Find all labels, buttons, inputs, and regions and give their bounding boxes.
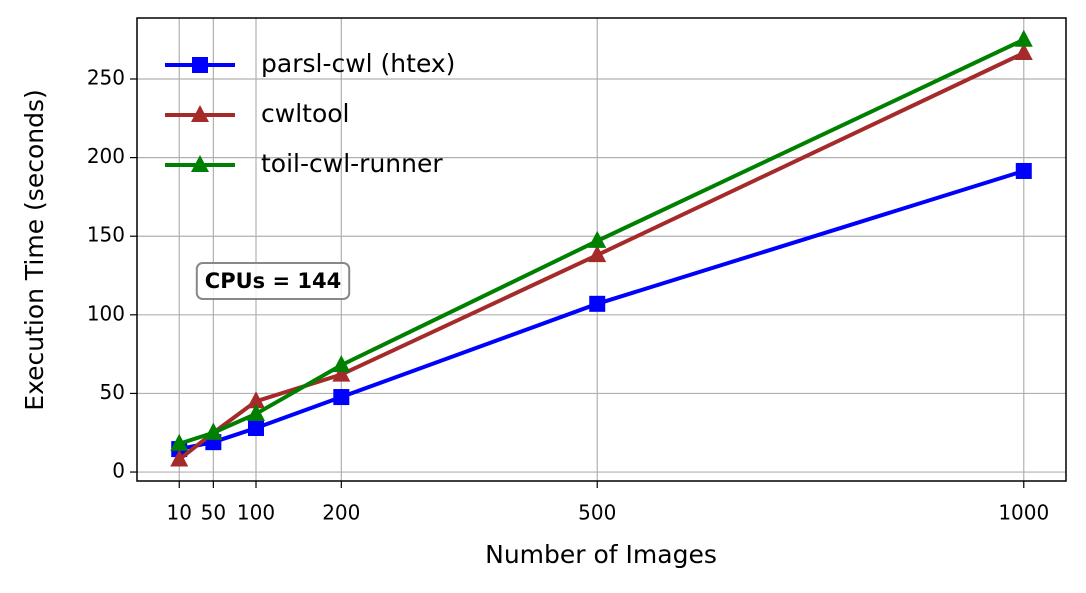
x-tick-label: 200 — [322, 501, 360, 525]
legend-label: toil-cwl-runner — [261, 149, 443, 178]
legend-marker — [191, 155, 209, 172]
y-tick-label: 100 — [87, 301, 125, 325]
x-tick-label: 10 — [167, 501, 192, 525]
marker — [1014, 43, 1033, 61]
marker — [589, 295, 606, 312]
marker — [332, 364, 351, 382]
x-tick-label: 1000 — [998, 501, 1049, 525]
y-tick-label: 50 — [100, 380, 125, 404]
y-axis-label: Execution Time (seconds) — [20, 89, 49, 410]
marker — [1015, 162, 1032, 179]
marker — [204, 422, 223, 440]
legend-marker — [192, 57, 208, 73]
x-tick-label: 100 — [237, 501, 275, 525]
annotation: CPUs = 144 — [195, 262, 351, 300]
marker — [170, 449, 189, 467]
x-tick-label: 50 — [201, 501, 226, 525]
x-tick-label: 500 — [578, 501, 616, 525]
plot-frame — [136, 17, 1067, 482]
marker — [588, 230, 607, 248]
legend-label: cwltool — [261, 99, 349, 128]
y-tick-label: 200 — [87, 144, 125, 168]
marker — [332, 355, 351, 373]
marker — [170, 433, 189, 451]
legend-marker — [191, 105, 209, 122]
annotation-box — [195, 262, 351, 300]
marker — [333, 389, 350, 406]
marker — [247, 403, 266, 421]
marker — [248, 420, 265, 437]
annotation-text: CPUs = 144 — [205, 269, 341, 293]
y-tick-label: 250 — [87, 65, 125, 89]
marker — [1014, 29, 1033, 47]
marker — [588, 245, 607, 263]
legend-label: parsl-cwl (htex) — [261, 49, 455, 78]
y-tick-label: 0 — [112, 459, 125, 483]
x-axis-label: Number of Images — [485, 540, 717, 569]
marker — [247, 391, 266, 409]
y-tick-label: 150 — [87, 223, 125, 247]
